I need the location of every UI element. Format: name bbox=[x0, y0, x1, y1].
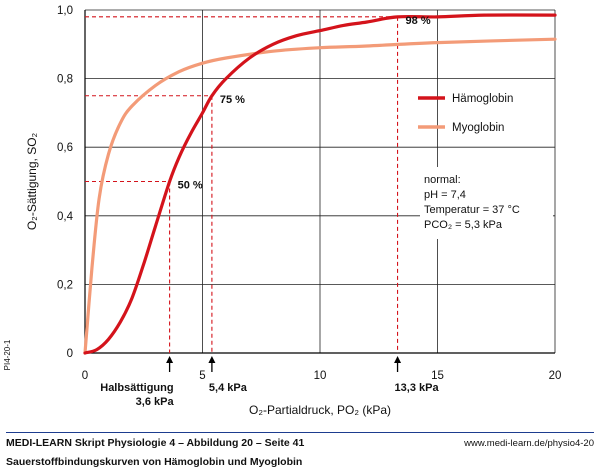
arrow-head bbox=[394, 356, 402, 363]
y-axis-label: O₂-Sättigung, SO₂ bbox=[25, 132, 39, 230]
y-tick-label: 0,4 bbox=[57, 211, 74, 223]
footer-rule bbox=[6, 432, 594, 433]
arrow-label: 3,6 kPa bbox=[136, 396, 175, 408]
marker-label: 50 % bbox=[178, 180, 203, 192]
myoglobin-curve bbox=[83, 37, 557, 355]
x-tick-label: 20 bbox=[549, 370, 562, 382]
annotation-box bbox=[420, 167, 553, 239]
footer-url[interactable]: www.medi-learn.de/physio4-20 bbox=[464, 438, 594, 449]
y-tick-label: 0,6 bbox=[57, 142, 73, 154]
legend-label: Myoglobin bbox=[452, 122, 504, 134]
annotation-line: Temperatur = 37 °C bbox=[424, 204, 520, 216]
x-axis-label: O₂-Partialdruck, PO₂ (kPa) bbox=[249, 403, 391, 417]
y-tick-label: 1,0 bbox=[57, 5, 73, 17]
y-tick-label: 0,8 bbox=[57, 74, 73, 86]
y-tick-label: 0,2 bbox=[57, 279, 73, 291]
footer-title: MEDI-LEARN Skript Physiologie 4 – Abbild… bbox=[6, 437, 305, 449]
x-tick-label: 10 bbox=[314, 370, 327, 382]
figure-caption: Sauerstoffbindungskurven von Hämoglobin … bbox=[6, 456, 303, 468]
legend-label: Hämoglobin bbox=[452, 93, 513, 105]
arrow-label: 5,4 kPa bbox=[209, 382, 248, 394]
x-tick-label: 15 bbox=[431, 370, 444, 382]
oxygen-binding-chart: 0 5 10 15 20 0 0,2 0,4 0,6 0,8 1,0 O₂-Partialdruck,… bbox=[3, 5, 562, 417]
side-code: PI4-20-1 bbox=[3, 339, 12, 370]
x-tick-label: 0 bbox=[82, 370, 88, 382]
haemoglobin-curve bbox=[83, 13, 557, 355]
arrow-head bbox=[166, 356, 174, 363]
arrow-head bbox=[208, 356, 216, 363]
annotation-line: pH = 7,4 bbox=[424, 189, 466, 201]
annotation-line: PCO₂ = 5,3 kPa bbox=[424, 219, 503, 231]
arrow-label: 13,3 kPa bbox=[395, 382, 440, 394]
marker-label: 75 % bbox=[220, 94, 245, 106]
marker-label: 98 % bbox=[406, 15, 431, 27]
arrow-label: Halbsättigung bbox=[100, 382, 173, 394]
y-tick-label: 0 bbox=[67, 348, 73, 360]
x-tick-label: 5 bbox=[199, 370, 205, 382]
annotation-line: normal: bbox=[424, 174, 461, 186]
